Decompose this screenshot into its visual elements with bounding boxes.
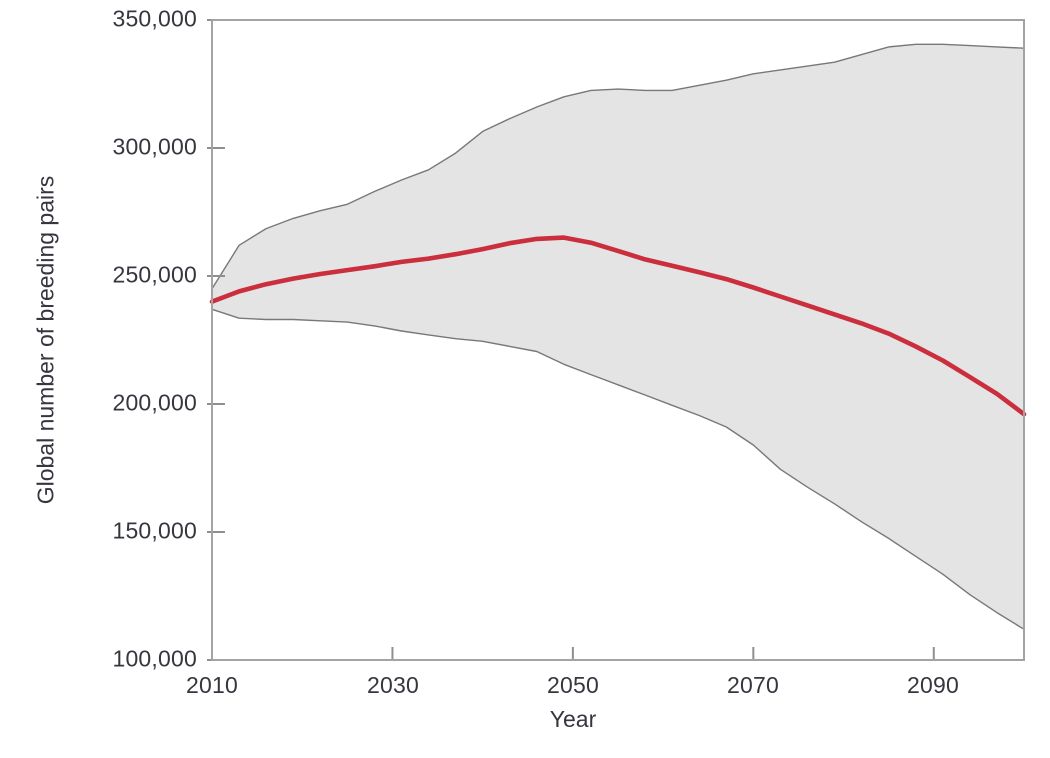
x-tick-label: 2050 bbox=[547, 672, 599, 698]
y-tick-label: 350,000 bbox=[112, 5, 197, 32]
y-tick-label: 200,000 bbox=[112, 389, 197, 416]
median-projection-line bbox=[209, 235, 1027, 417]
y-tick-label: 300,000 bbox=[112, 133, 197, 160]
y-tick-label: 100,000 bbox=[112, 645, 197, 672]
plot-frame bbox=[211, 19, 1025, 661]
y-tick-label: 150,000 bbox=[112, 517, 197, 544]
x-axis-title: Year bbox=[549, 706, 597, 732]
x-tick-label: 2090 bbox=[907, 672, 959, 698]
y-tick-label: 250,000 bbox=[112, 261, 197, 288]
axis-ticks bbox=[207, 19, 935, 661]
x-tick-label: 2010 bbox=[186, 672, 238, 698]
x-tick-label: 2030 bbox=[367, 672, 419, 698]
uncertainty-band-upper-edge bbox=[211, 43, 1025, 290]
x-tick-label: 2070 bbox=[727, 672, 779, 698]
uncertainty-band bbox=[212, 44, 1024, 630]
uncertainty-band-lower-edge bbox=[211, 308, 1025, 630]
y-axis-title: Global number of breeding pairs bbox=[32, 175, 59, 505]
